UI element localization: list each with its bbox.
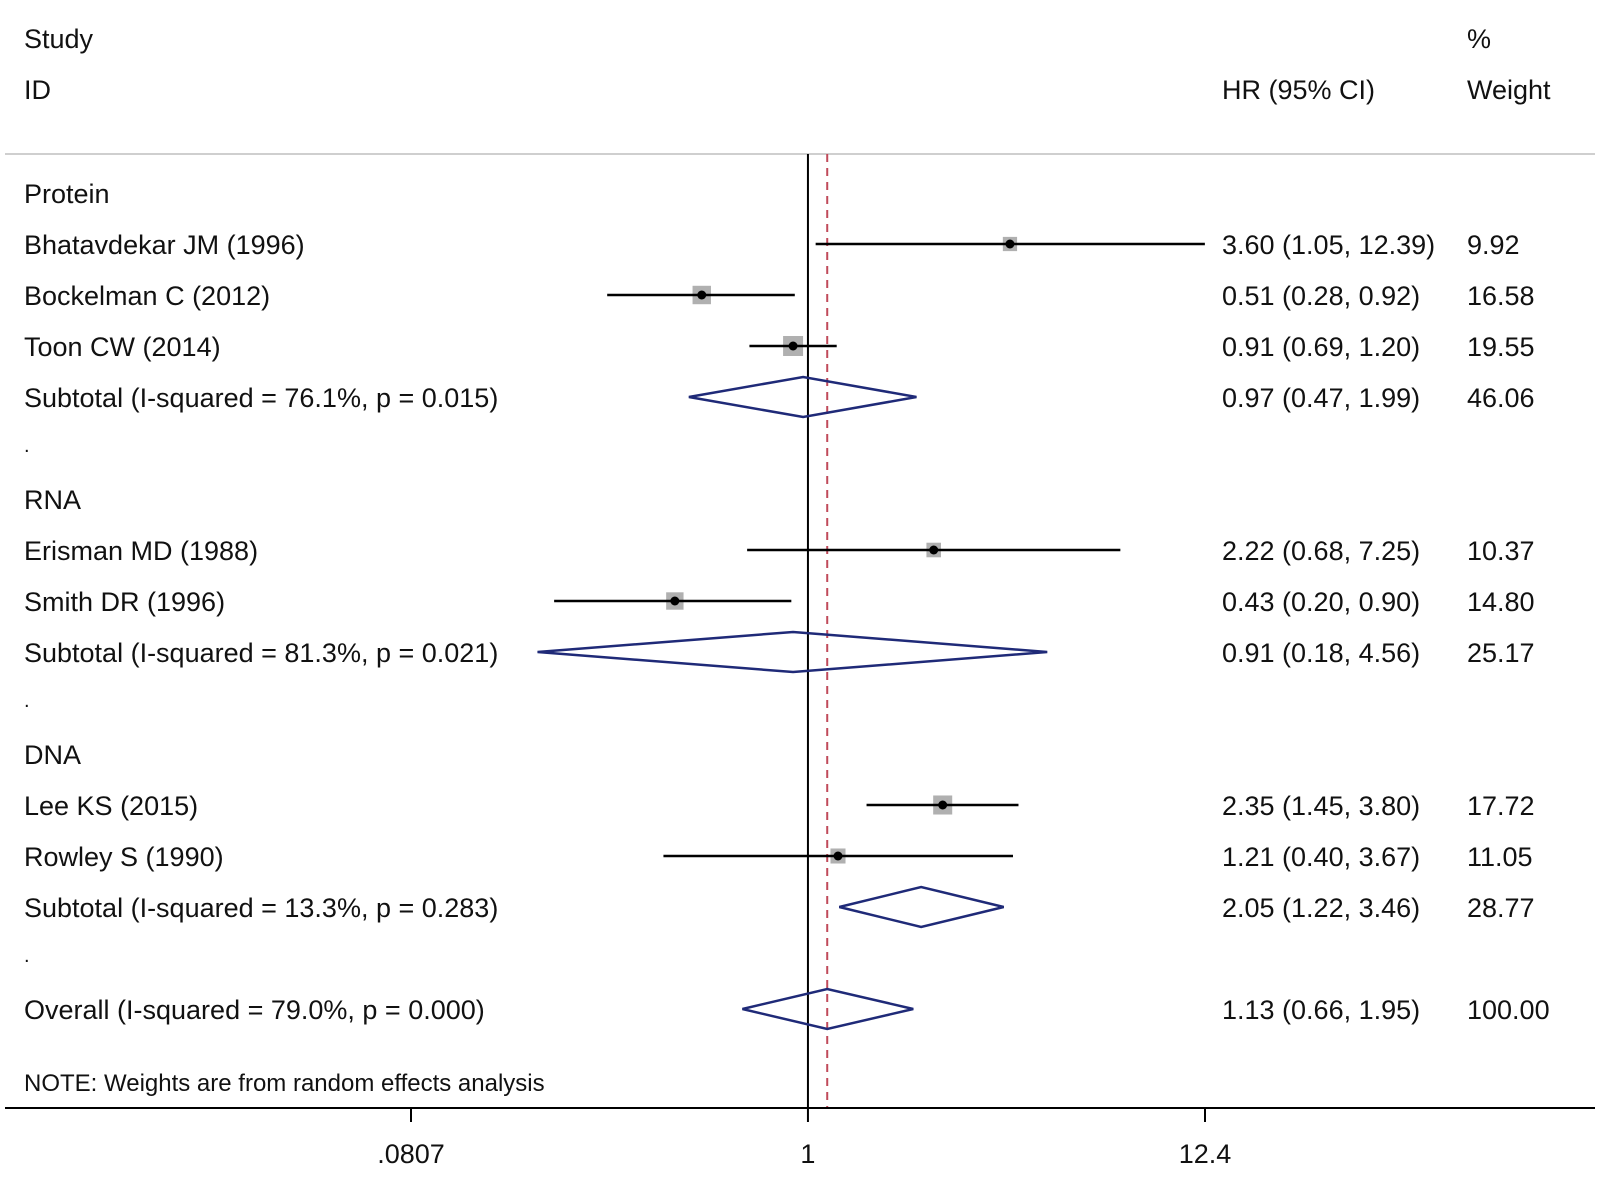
point-estimate (929, 545, 939, 555)
row-spacer: . (24, 945, 30, 967)
point-estimate (833, 851, 843, 861)
study-label: Overall (I-squared = 79.0%, p = 0.000) (24, 995, 485, 1025)
hr-ci-value: 0.43 (0.20, 0.90) (1222, 587, 1420, 617)
rows-layer: Protein Bhatavdekar JM (1996) 3.60 (1.05, … (24, 154, 1550, 1108)
row-study: Lee KS (2015) 2.35 (1.45, 3.80) 17.72 (24, 791, 1535, 821)
row-group: RNA (24, 485, 81, 515)
row-spacer: . (24, 435, 30, 457)
row-spacer: . (24, 690, 30, 712)
section-spacer: . (24, 435, 30, 457)
weight-value: 10.37 (1467, 536, 1535, 566)
group-label: Protein (24, 179, 110, 209)
study-label: Subtotal (I-squared = 76.1%, p = 0.015) (24, 383, 498, 413)
row-subtotal: Subtotal (I-squared = 13.3%, p = 0.283) 2… (24, 885, 1535, 929)
row-study: Bockelman C (2012) 0.51 (0.28, 0.92) 16.58 (24, 281, 1535, 311)
hr-ci-value: 2.35 (1.45, 3.80) (1222, 791, 1420, 821)
row-subtotal: Subtotal (I-squared = 81.3%, p = 0.021) 0… (24, 630, 1535, 674)
header-weight: Weight (1467, 75, 1551, 105)
row-study: Bhatavdekar JM (1996) 3.60 (1.05, 12.39) 9… (24, 230, 1520, 260)
study-label: Subtotal (I-squared = 13.3%, p = 0.283) (24, 893, 498, 923)
study-label: Bhatavdekar JM (1996) (24, 230, 305, 260)
weight-value: 100.00 (1467, 995, 1550, 1025)
hr-ci-value: 1.21 (0.40, 3.67) (1222, 842, 1420, 872)
subtotal-diamond (537, 630, 1048, 674)
point-estimate (788, 341, 798, 351)
hr-ci-value: 2.22 (0.68, 7.25) (1222, 536, 1420, 566)
study-label: Rowley S (1990) (24, 842, 224, 872)
overall-diamond (742, 987, 914, 1031)
weight-value: 16.58 (1467, 281, 1535, 311)
subtotal-diamond (688, 375, 917, 419)
header-study: Study (24, 24, 94, 54)
weight-value: 19.55 (1467, 332, 1535, 362)
point-estimate (1005, 239, 1015, 249)
subtotal-diamond (839, 885, 1004, 929)
point-estimate (697, 290, 707, 300)
hr-ci-value: 2.05 (1.22, 3.46) (1222, 893, 1420, 923)
point-estimate (670, 596, 680, 606)
row-subtotal: Subtotal (I-squared = 76.1%, p = 0.015) 0… (24, 375, 1535, 419)
hr-ci-value: 0.51 (0.28, 0.92) (1222, 281, 1420, 311)
group-label: RNA (24, 485, 81, 515)
header-id: ID (24, 75, 51, 105)
row-group: DNA (24, 740, 81, 770)
row-study: Smith DR (1996) 0.43 (0.20, 0.90) 14.80 (24, 587, 1535, 617)
study-label: Smith DR (1996) (24, 587, 225, 617)
study-label: Subtotal (I-squared = 81.3%, p = 0.021) (24, 638, 498, 668)
section-spacer: . (24, 945, 30, 967)
weight-value: 28.77 (1467, 893, 1535, 923)
point-estimate (938, 800, 948, 810)
x-tick-label: 12.4 (1179, 1139, 1232, 1169)
section-spacer: . (24, 690, 30, 712)
group-label: DNA (24, 740, 81, 770)
x-tick-label: 1 (800, 1139, 815, 1169)
study-label: Toon CW (2014) (24, 332, 221, 362)
weight-value: 14.80 (1467, 587, 1535, 617)
hr-ci-value: 0.91 (0.18, 4.56) (1222, 638, 1420, 668)
row-overall: Overall (I-squared = 79.0%, p = 0.000) 1.… (24, 987, 1550, 1031)
row-study: Toon CW (2014) 0.91 (0.69, 1.20) 19.55 (24, 332, 1535, 362)
study-label: Erisman MD (1988) (24, 536, 258, 566)
weight-value: 9.92 (1467, 230, 1520, 260)
weight-value: 17.72 (1467, 791, 1535, 821)
note-text: NOTE: Weights are from random effects an… (24, 1070, 545, 1097)
hr-ci-value: 1.13 (0.66, 1.95) (1222, 995, 1420, 1025)
x-axis-ticks: .0807 1 12.4 (377, 1108, 1231, 1169)
study-label: Lee KS (2015) (24, 791, 198, 821)
row-group: Protein (24, 179, 110, 209)
weight-value: 25.17 (1467, 638, 1535, 668)
hr-ci-value: 0.91 (0.69, 1.20) (1222, 332, 1420, 362)
study-label: Bockelman C (2012) (24, 281, 270, 311)
row-study: Rowley S (1990) 1.21 (0.40, 3.67) 11.05 (24, 842, 1533, 872)
header-hr: HR (95% CI) (1222, 75, 1375, 105)
x-tick-label: .0807 (377, 1139, 445, 1169)
weight-value: 46.06 (1467, 383, 1535, 413)
row-study: Erisman MD (1988) 2.22 (0.68, 7.25) 10.37 (24, 536, 1535, 566)
header-weight-pct: % (1467, 24, 1491, 54)
weight-value: 11.05 (1467, 842, 1533, 872)
hr-ci-value: 3.60 (1.05, 12.39) (1222, 230, 1435, 260)
hr-ci-value: 0.97 (0.47, 1.99) (1222, 383, 1420, 413)
